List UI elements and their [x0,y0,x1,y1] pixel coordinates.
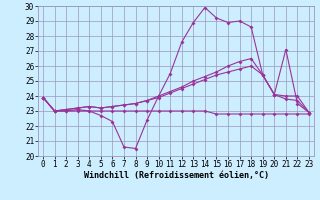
X-axis label: Windchill (Refroidissement éolien,°C): Windchill (Refroidissement éolien,°C) [84,171,268,180]
